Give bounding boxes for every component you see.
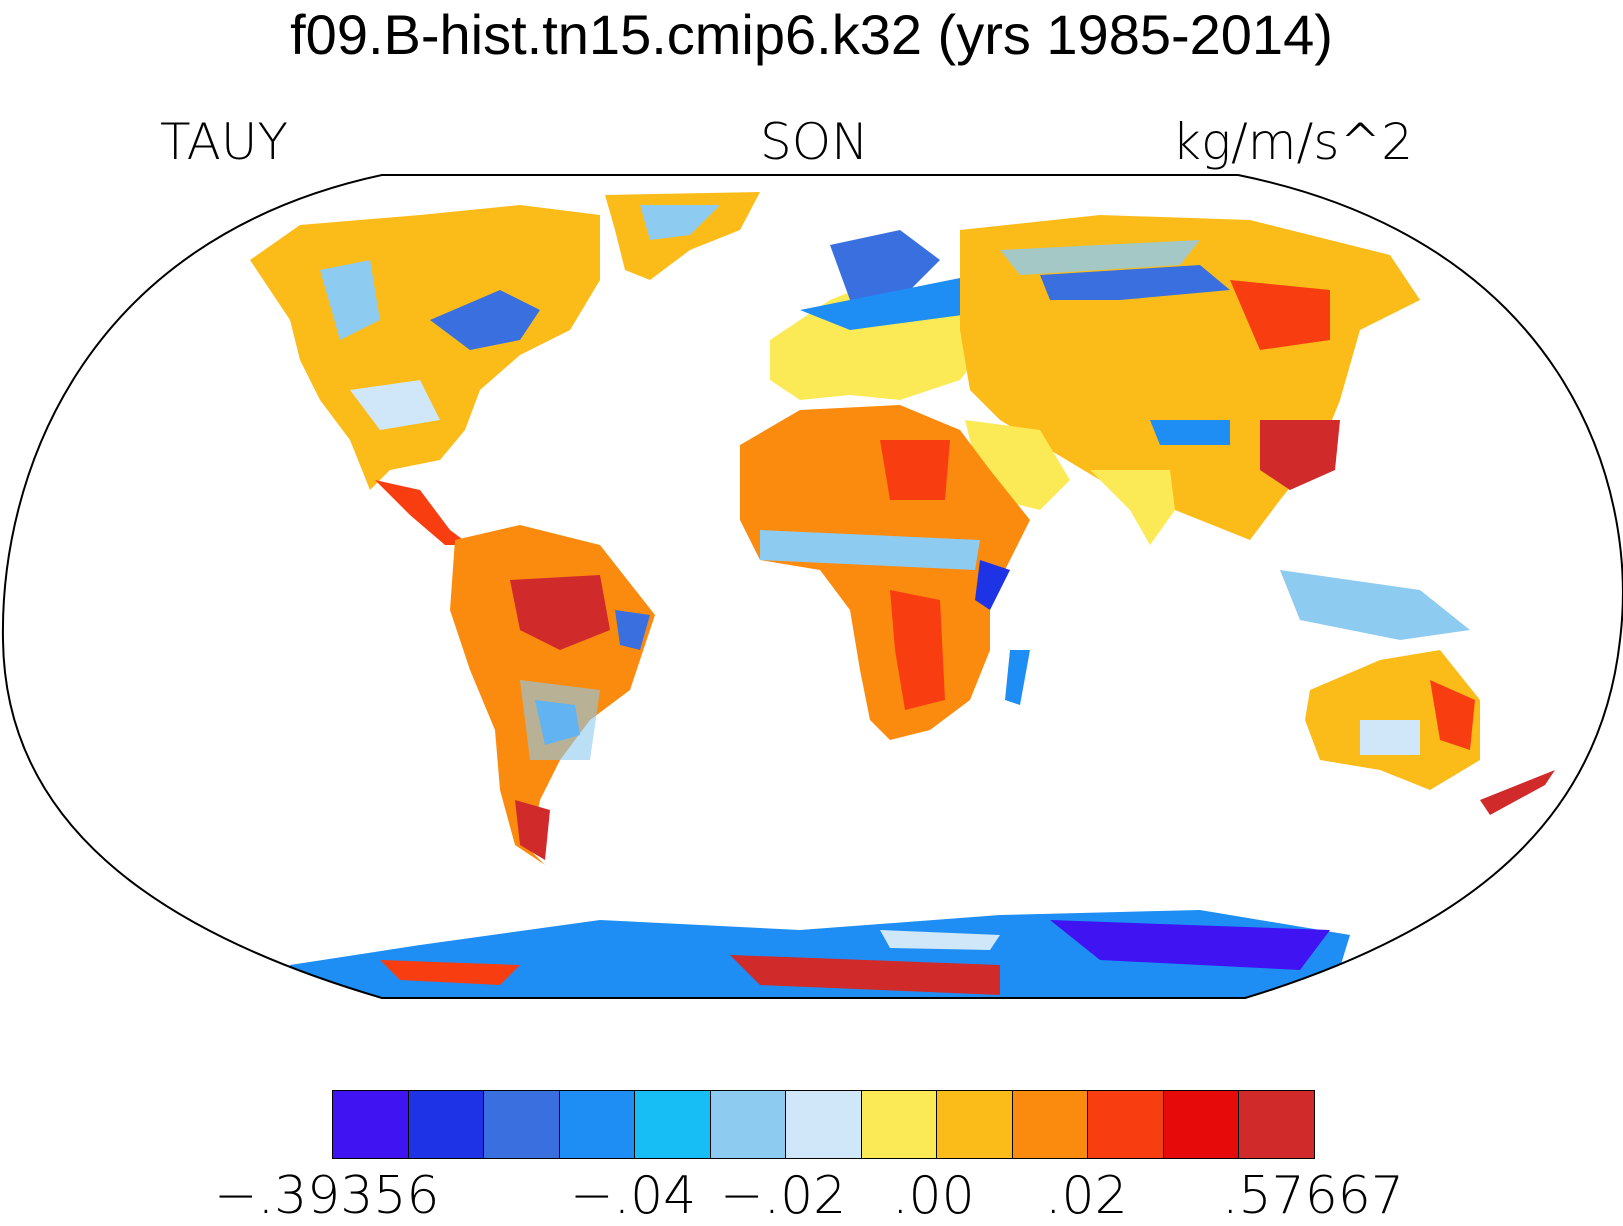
- sa-south-red: [515, 800, 550, 860]
- tibet-blue: [1150, 420, 1230, 445]
- asia-blue-band: [1040, 265, 1230, 300]
- na-blue-region: [320, 260, 380, 340]
- colorbar-segment: [484, 1091, 560, 1158]
- colorbar-tick-label: −.04: [570, 1166, 697, 1226]
- season-label: SON: [760, 113, 869, 171]
- sa-lightblue: [520, 680, 600, 760]
- colorbar: [332, 1090, 1315, 1159]
- na-lightblue: [350, 380, 440, 430]
- antarctica-deep-blue: [1050, 920, 1330, 970]
- south-africa-red: [890, 590, 945, 710]
- new-zealand: [1480, 770, 1555, 815]
- africa: [740, 405, 1030, 740]
- na-blue-east: [430, 290, 540, 350]
- colorbar-segment: [559, 1091, 636, 1158]
- antarctica-red-center: [730, 955, 1000, 995]
- africa-blue-band: [760, 530, 980, 570]
- plot-title: f09.B-hist.tn15.cmip6.k32 (yrs 1985-2014…: [290, 3, 1333, 66]
- colorbar-tick-label: .57667: [1222, 1166, 1404, 1226]
- units-label: kg/m/s^2: [1172, 113, 1414, 171]
- land-fields: [250, 192, 1555, 998]
- scandinavia-blue: [830, 230, 940, 300]
- colorbar-segment: [333, 1091, 409, 1158]
- colorbar-segment: [786, 1091, 862, 1158]
- colorbar-tick-label: −.39356: [214, 1166, 440, 1226]
- globe-outline: [1, 174, 1623, 999]
- colorbar-segment: [937, 1091, 1013, 1158]
- india: [1090, 470, 1175, 545]
- arabia: [965, 420, 1070, 510]
- colorbar-segment: [408, 1091, 485, 1158]
- maritime-continent: [1280, 570, 1470, 640]
- australia-red: [1430, 680, 1475, 750]
- greenland-blue: [640, 205, 720, 240]
- china-red: [1260, 420, 1340, 490]
- variable-label: TAUY: [160, 113, 289, 171]
- asia-lightblue: [1000, 240, 1200, 275]
- colorbar-segment: [1239, 1091, 1314, 1158]
- antarctica-lightblue: [880, 930, 1000, 950]
- central-america: [375, 480, 470, 545]
- madagascar: [1005, 650, 1030, 705]
- sahara-red: [880, 440, 950, 500]
- africa-east-blue: [975, 560, 1010, 610]
- north-america: [250, 205, 600, 490]
- colorbar-tick-label: −.02: [720, 1166, 847, 1226]
- asia-red-north: [1230, 280, 1330, 350]
- sa-red-core: [510, 575, 610, 650]
- antarctica-red-west: [380, 960, 520, 985]
- colorbar-segment: [710, 1091, 787, 1158]
- colorbar-segment: [861, 1091, 938, 1158]
- colorbar-tick-label: .00: [892, 1166, 975, 1226]
- colorbar-segment: [635, 1091, 711, 1158]
- colorbar-tick-label: .02: [1045, 1166, 1128, 1226]
- colorbar-segment: [1012, 1091, 1089, 1158]
- australia-lightblue: [1360, 720, 1420, 755]
- sa-blue-east: [615, 610, 650, 650]
- colorbar-segment: [1088, 1091, 1164, 1158]
- colorbar-segment: [1163, 1091, 1240, 1158]
